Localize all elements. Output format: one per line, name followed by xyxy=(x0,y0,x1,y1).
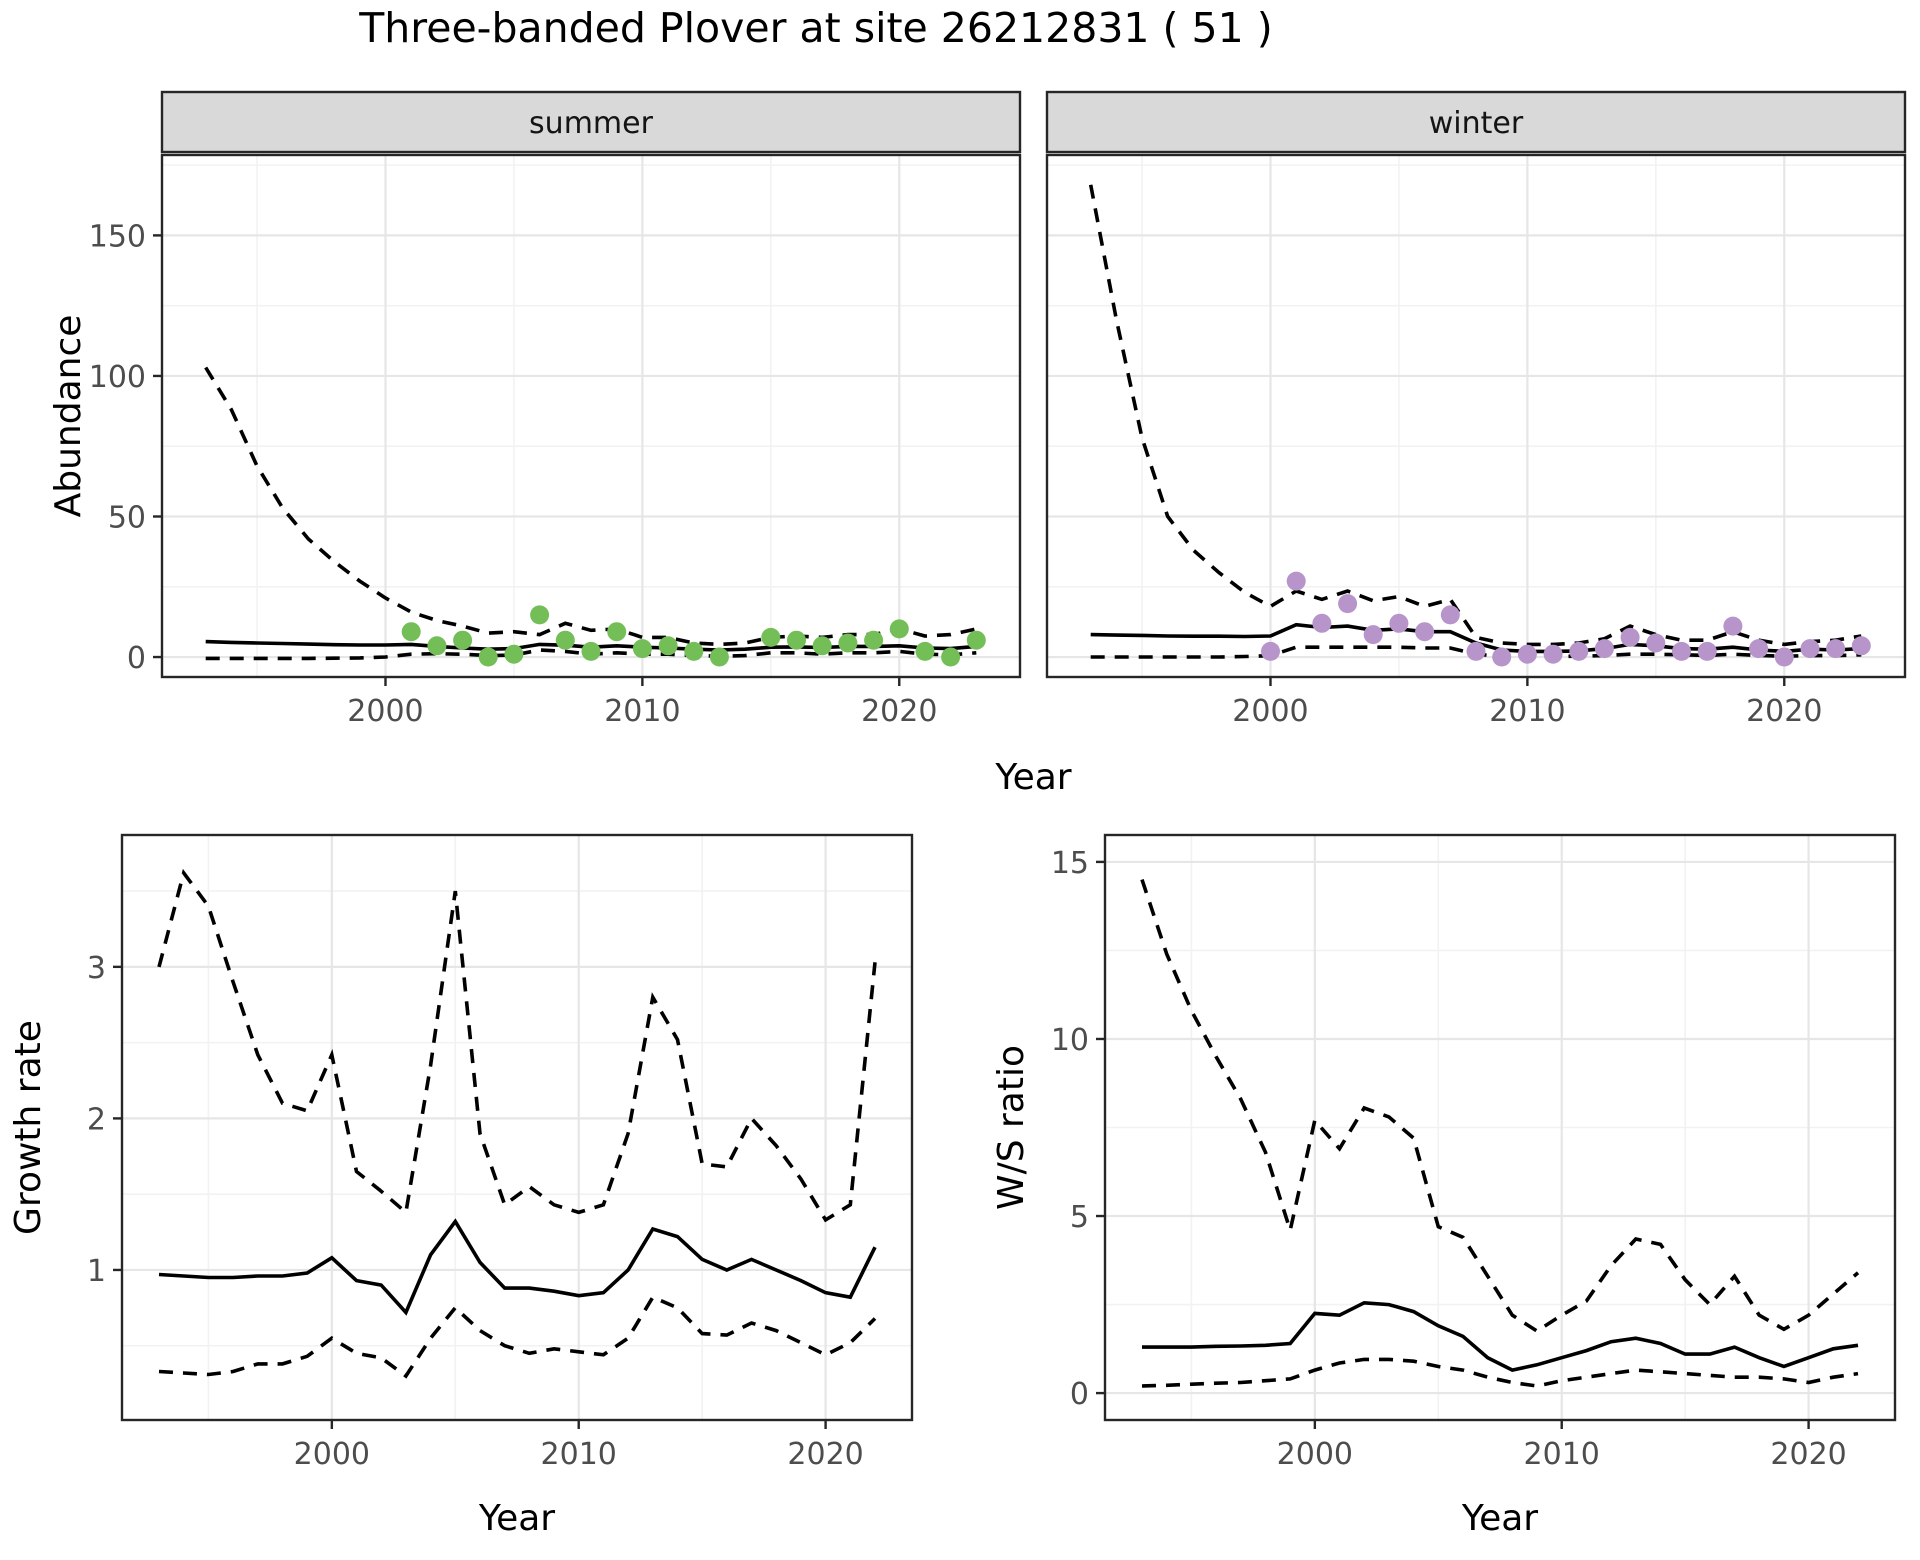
abundance-summer-observed-point xyxy=(555,630,575,650)
abundance-winter-observed-point xyxy=(1466,641,1486,661)
abundance-winter-observed-point xyxy=(1415,622,1435,642)
abundance-winter-observed-point xyxy=(1389,613,1409,633)
abundance-winter-panel-bg xyxy=(1047,155,1905,677)
abundance-winter-observed-point xyxy=(1774,647,1794,667)
growth-rate-x-tick-label: 2010 xyxy=(541,1437,617,1472)
ws-ratio-y-tick-label: 15 xyxy=(1051,846,1089,881)
ws-ratio-x-tick-label: 2010 xyxy=(1524,1437,1600,1472)
ws-ratio-upper-ci-line xyxy=(1140,879,1860,1334)
abundance-winter-observed-point xyxy=(1363,625,1383,645)
abundance-winter-observed-point xyxy=(1543,644,1563,664)
ws-ratio-panel-border xyxy=(1103,833,1897,1422)
growth-rate-panel-border xyxy=(120,833,914,1422)
growth-rate-y-tick-label: 2 xyxy=(87,1102,106,1137)
ws-ratio-y-tick-label: 0 xyxy=(1070,1377,1089,1412)
abundance-summer-observed-point xyxy=(427,636,447,656)
abundance-winter-observed-point xyxy=(1338,594,1358,614)
abundance-summer-observed-point xyxy=(787,630,806,650)
abundance-winter-facet-label: winter xyxy=(1429,106,1524,141)
abundance-summer-observed-point xyxy=(812,636,832,656)
ws-ratio-y-tick-label: 5 xyxy=(1070,1200,1089,1235)
abundance-summer-panel-border xyxy=(160,153,1022,679)
growth-rate-panel-bg xyxy=(122,835,912,1420)
abundance-summer-observed-point xyxy=(581,641,601,661)
ws-ratio-x-tick-label: 2020 xyxy=(1770,1437,1846,1472)
ws-ratio-lower-ci-line xyxy=(1141,1357,1859,1388)
abundance-summer-observed-point xyxy=(966,630,986,650)
growth-rate-y-tick-label: 1 xyxy=(87,1254,106,1289)
abundance-summer-observed-point xyxy=(709,647,729,667)
growth-rate-x-tick-label: 2020 xyxy=(787,1437,863,1472)
abundance-summer-facet-strip xyxy=(160,90,1022,154)
abundance-summer-facet-label: summer xyxy=(529,106,654,141)
abundance-winter-observed-point xyxy=(1569,641,1589,661)
abundance-summer-observed-point xyxy=(684,641,704,661)
growth-rate-x-axis-title: Year xyxy=(478,1498,555,1539)
abundance-summer-x-tick-label: 2020 xyxy=(861,694,937,729)
abundance-winter-observed-point xyxy=(1261,641,1280,661)
growth-rate-median-line xyxy=(158,1218,877,1316)
growth-rate-upper-ci-line xyxy=(157,868,877,1223)
abundance-summer-observed-point xyxy=(478,647,498,667)
abundance-summer-observed-point xyxy=(607,622,627,642)
ws-ratio-x-axis-title: Year xyxy=(1461,1498,1538,1539)
abundance-summer-observed-point xyxy=(941,647,961,667)
abundance-summer-y-tick-label: 50 xyxy=(108,500,146,535)
abundance-winter-observed-point xyxy=(1620,627,1640,647)
abundance-winter-observed-point xyxy=(1851,636,1871,656)
abundance-summer-observed-point xyxy=(453,630,473,650)
abundance-summer-observed-point xyxy=(658,636,678,656)
abundance-summer-y-tick-label: 0 xyxy=(127,641,146,676)
abundance-winter-observed-point xyxy=(1286,571,1306,591)
abundance-summer-observed-point xyxy=(761,627,781,647)
abundance-winter-x-tick-label: 2010 xyxy=(1489,694,1565,729)
abundance-summer-x-tick-label: 2010 xyxy=(604,694,680,729)
abundance-winter-x-tick-label: 2020 xyxy=(1746,694,1822,729)
abundance-summer-x-tick-label: 2000 xyxy=(347,694,423,729)
growth-rate-y-tick-label: 3 xyxy=(87,951,106,986)
abundance-winter-observed-point xyxy=(1672,641,1691,661)
ws-ratio-y-tick-label: 10 xyxy=(1051,1023,1089,1058)
abundance-winter-observed-point xyxy=(1492,647,1512,667)
abundance-summer-observed-point xyxy=(915,641,935,661)
abundance-winter-observed-point xyxy=(1517,644,1537,664)
abundance-summer-observed-point xyxy=(838,633,858,653)
abundance-winter-observed-point xyxy=(1646,633,1666,653)
ws-ratio-x-tick-label: 2000 xyxy=(1277,1437,1353,1472)
growth-rate-x-tick-label: 2000 xyxy=(294,1437,370,1472)
abundance-winter-x-tick-label: 2000 xyxy=(1232,694,1308,729)
abundance-summer-observed-point xyxy=(864,630,884,650)
abundance-winter-observed-point xyxy=(1826,639,1846,659)
ws-ratio-median-line xyxy=(1142,1300,1859,1372)
growth-rate-lower-ci-line xyxy=(158,1294,877,1379)
abundance-winter-observed-point xyxy=(1749,639,1769,659)
abundance-winter-facet-strip xyxy=(1045,90,1907,154)
chart-title: Three-banded Plover at site 26212831 ( 5… xyxy=(359,4,1273,52)
abundance-summer-observed-point xyxy=(401,622,421,642)
abundance-summer-observed-point xyxy=(889,619,909,639)
abundance-summer-observed-point xyxy=(632,639,652,659)
abundance-summer-panel-bg xyxy=(162,155,1020,677)
abundance-summer-y-tick-label: 150 xyxy=(89,219,146,254)
abundance-summer-y-tick-label: 100 xyxy=(89,360,146,395)
abundance-winter-observed-point xyxy=(1723,616,1743,636)
abundance-summer-observed-point xyxy=(504,644,524,664)
abundance-summer-observed-point xyxy=(530,605,550,625)
abundance-winter-observed-point xyxy=(1594,639,1614,659)
growth-rate-y-axis-title: Growth rate xyxy=(8,1020,49,1235)
abundance-winter-observed-point xyxy=(1800,639,1820,659)
abundance-winter-observed-point xyxy=(1440,605,1460,625)
top-row-x-axis-title: Year xyxy=(994,757,1071,798)
abundance-winter-observed-point xyxy=(1312,613,1332,633)
abundance-winter-panel-border xyxy=(1045,153,1907,679)
abundance-summer-y-axis-title: Abundance xyxy=(48,315,89,518)
ws-ratio-y-axis-title: W/S ratio xyxy=(991,1045,1032,1210)
abundance-winter-observed-point xyxy=(1697,641,1717,661)
abundance-winter-upper-ci-line xyxy=(1088,184,1862,647)
